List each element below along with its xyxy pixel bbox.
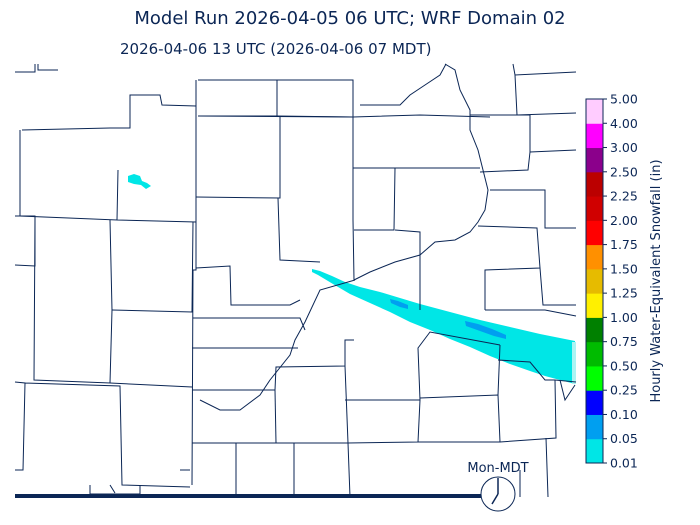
snow-band-heavier: [465, 321, 506, 339]
colorbar-bin: [586, 171, 603, 197]
colorbar-tick-label: 1.25: [610, 286, 638, 301]
colorbar-bin: [586, 99, 603, 124]
colorbar-bin: [586, 414, 603, 440]
snow-band-edge: [572, 342, 576, 384]
colorbar-bin: [586, 147, 603, 173]
colorbar-tick-label: 0.01: [610, 456, 638, 471]
colorbar-bin: [586, 317, 603, 343]
colorbar-tick-label: 1.00: [610, 310, 638, 325]
map-title: Model Run 2026-04-05 06 UTC; WRF Domain …: [134, 8, 566, 29]
clock-icon: [480, 476, 516, 512]
colorbar-bin: [586, 220, 603, 246]
colorbar-bin: [586, 341, 603, 367]
colorbar-bin: [586, 123, 603, 149]
clock-label: Mon-MDT: [467, 461, 528, 476]
colorbar-tick-label: 0.10: [610, 407, 638, 422]
colorbar-tick-label: 4.00: [610, 116, 638, 131]
colorbar-tick-label: 1.50: [610, 261, 638, 276]
county-borders: [14, 63, 577, 498]
snow-area-small: [128, 174, 151, 189]
colorbar-bin: [586, 244, 603, 270]
colorbar-tick-label: 3.00: [610, 140, 638, 155]
colorbar-tick-label: 0.75: [610, 334, 638, 349]
colorbar-tick-label: 2.50: [610, 164, 638, 179]
colorbar-label: Hourly Water-Equivalent Snowfall (in): [649, 159, 664, 402]
map-subtitle: 2026-04-06 13 UTC (2026-04-06 07 MDT): [120, 40, 432, 58]
colorbar-tick-label: 0.50: [610, 358, 638, 373]
snow-band: [312, 269, 575, 384]
colorbar-bin: [586, 293, 603, 318]
colorbar-tick-label: 5.00: [610, 92, 638, 107]
colorbar-bin: [586, 390, 603, 415]
map-bottom-border: [15, 494, 481, 498]
colorbar-bin: [586, 438, 603, 464]
colorbar-bin: [586, 365, 603, 391]
colorbar-tick-label: 0.25: [610, 383, 638, 398]
colorbar-bin: [586, 268, 603, 294]
snowfall-field: [128, 174, 576, 384]
snow-band-heavier: [390, 299, 408, 309]
colorbar-tick-label: 2.25: [610, 189, 638, 204]
colorbar-tick-label: 1.75: [610, 237, 638, 252]
colorbar-tick-label: 2.00: [610, 213, 638, 228]
colorbar-frame: [585, 98, 604, 464]
colorbar: 0.01 0.05 0.10 0.25 0.50 0.75 1.00 1.25 1.50 1.75…: [585, 92, 638, 471]
colorbar-tick-label: 0.05: [610, 431, 638, 446]
colorbar-bin: [586, 196, 603, 221]
